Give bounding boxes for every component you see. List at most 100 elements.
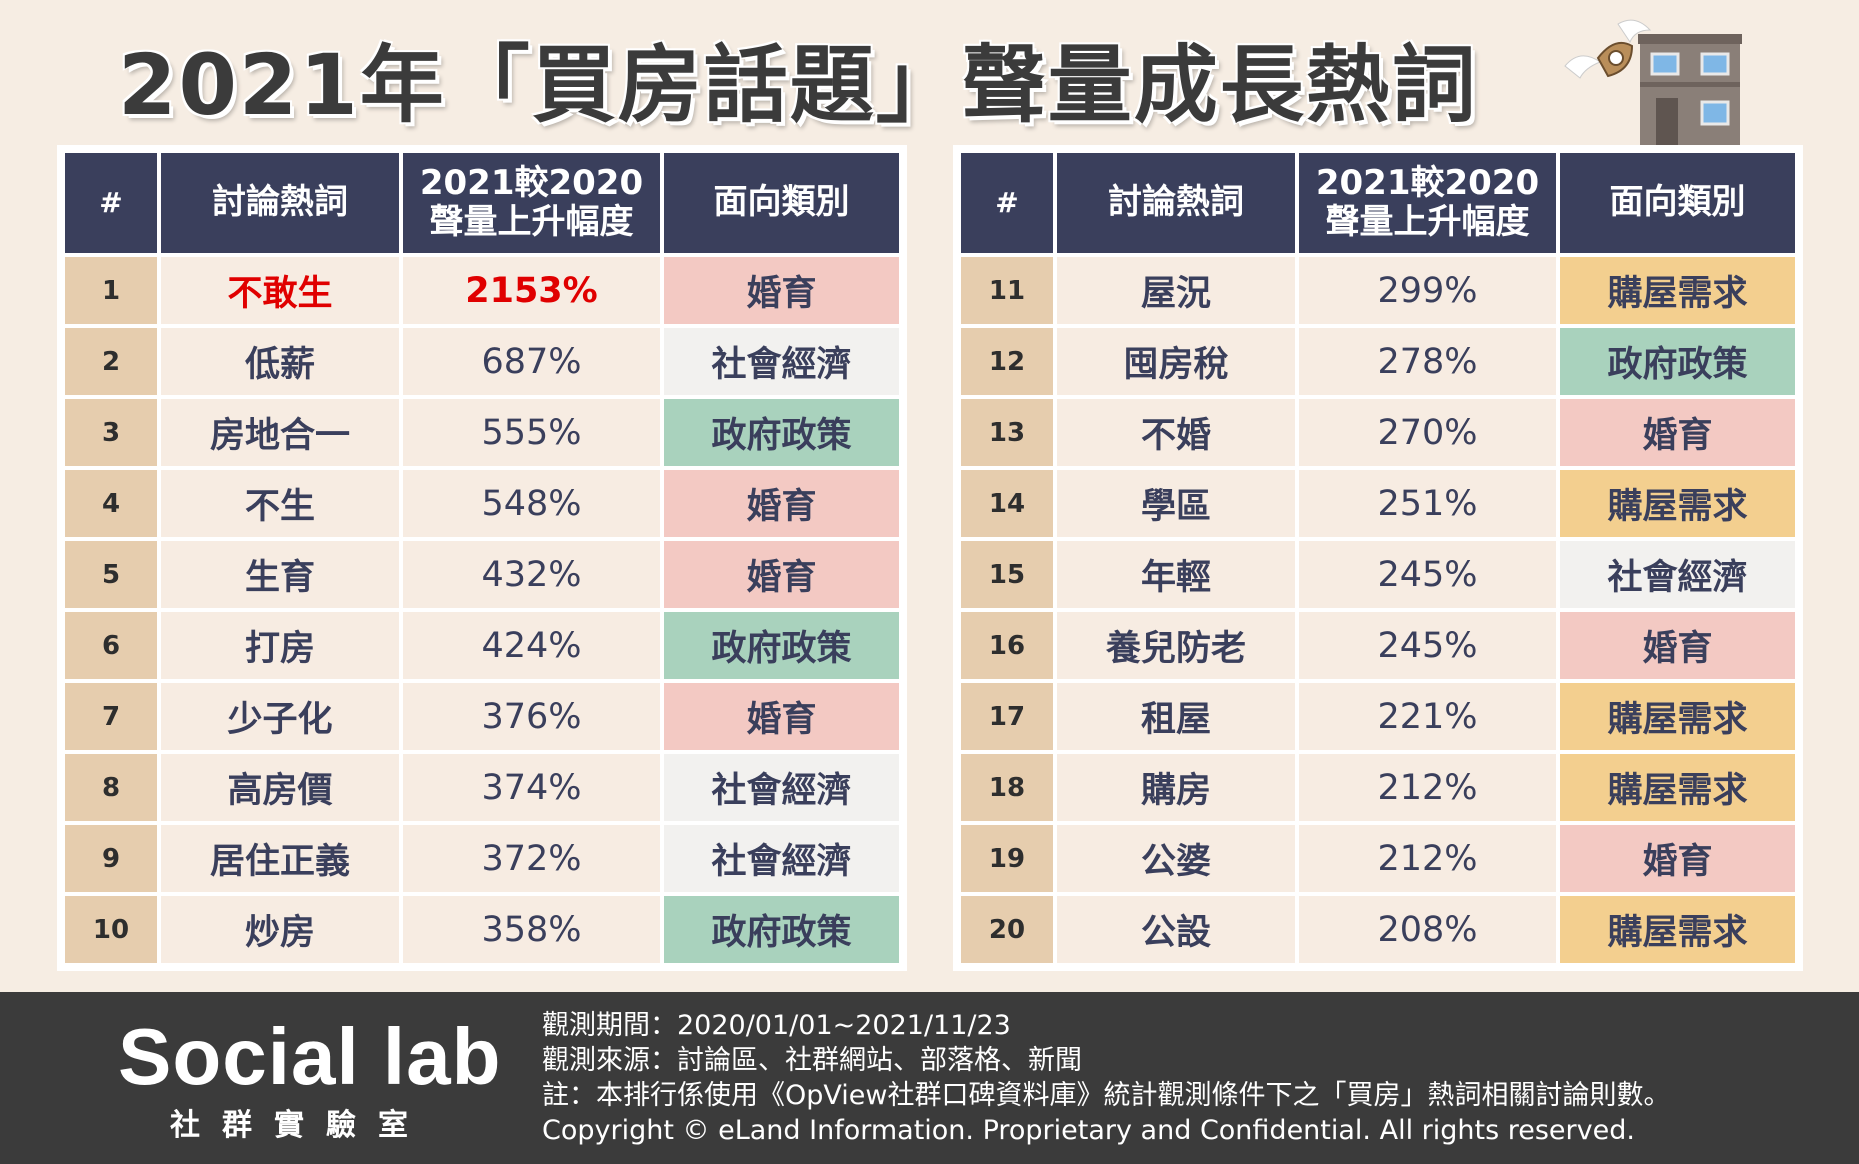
table-row: 18 購房 212% 購屋需求 [961, 754, 1795, 821]
category-cell: 購屋需求 [1560, 896, 1795, 963]
rank-cell: 2 [65, 328, 157, 395]
table-row: 10 炒房 358% 政府政策 [65, 896, 899, 963]
logo-text: Social lab [118, 1012, 502, 1101]
page-title: 2021年「買房話題」聲量成長熱詞 [118, 36, 1478, 134]
growth-cell: 372% [403, 825, 660, 892]
flying-house-money-icon [1564, 19, 1652, 79]
rank-cell: 9 [65, 825, 157, 892]
rank-cell: 16 [961, 612, 1053, 679]
keyword-cell: 租屋 [1057, 683, 1295, 750]
table-row: 9 居住正義 372% 社會經濟 [65, 825, 899, 892]
header-pct: 2021較2020 聲量上升幅度 [403, 153, 660, 253]
keyword-cell: 年輕 [1057, 541, 1295, 608]
rank-cell: 10 [65, 896, 157, 963]
keyword-cell: 囤房稅 [1057, 328, 1295, 395]
footer: Social lab 社群實驗室 觀測期間：2020/01/01~2021/11… [0, 992, 1859, 1164]
table-row: 14 學區 251% 購屋需求 [961, 470, 1795, 537]
header-category: 面向類別 [1560, 153, 1795, 253]
growth-cell: 374% [403, 754, 660, 821]
category-cell: 婚育 [1560, 399, 1795, 466]
keyword-cell: 房地合一 [161, 399, 399, 466]
category-cell: 購屋需求 [1560, 470, 1795, 537]
keyword-cell: 低薪 [161, 328, 399, 395]
header-category: 面向類別 [664, 153, 899, 253]
growth-cell: 687% [403, 328, 660, 395]
rank-cell: 14 [961, 470, 1053, 537]
observation-source: 觀測來源：討論區、社群網站、部落格、新聞 [542, 1045, 1082, 1076]
table-row: 13 不婚 270% 婚育 [961, 399, 1795, 466]
keyword-cell: 炒房 [161, 896, 399, 963]
ranking-table-left: # 討論熱詞 2021較2020 聲量上升幅度 面向類別 1 不敢生 2153% 婚育 2… [57, 145, 907, 971]
keyword-cell: 居住正義 [161, 825, 399, 892]
logo-subtitle: 社群實驗室 [170, 1109, 430, 1142]
growth-cell: 245% [1299, 541, 1556, 608]
table-row: 5 生育 432% 婚育 [65, 541, 899, 608]
keyword-cell: 生育 [161, 541, 399, 608]
keyword-cell: 少子化 [161, 683, 399, 750]
keyword-cell: 學區 [1057, 470, 1295, 537]
rank-cell: 3 [65, 399, 157, 466]
table-row: 7 少子化 376% 婚育 [65, 683, 899, 750]
growth-cell: 358% [403, 896, 660, 963]
growth-cell: 2153% [403, 257, 660, 324]
table-row: 2 低薪 687% 社會經濟 [65, 328, 899, 395]
category-cell: 購屋需求 [1560, 257, 1795, 324]
header-word: 討論熱詞 [161, 153, 399, 253]
category-cell: 政府政策 [1560, 328, 1795, 395]
keyword-cell: 公設 [1057, 896, 1295, 963]
table-row: 1 不敢生 2153% 婚育 [65, 257, 899, 324]
rank-cell: 11 [961, 257, 1053, 324]
table-row: 17 租屋 221% 購屋需求 [961, 683, 1795, 750]
sociallab-logo: Social lab 社群實驗室 [118, 1012, 501, 1144]
growth-cell: 212% [1299, 754, 1556, 821]
keyword-cell: 不生 [161, 470, 399, 537]
header-word: 討論熱詞 [1057, 153, 1295, 253]
table-row: 16 養兒防老 245% 婚育 [961, 612, 1795, 679]
growth-cell: 432% [403, 541, 660, 608]
category-cell: 社會經濟 [664, 328, 899, 395]
keyword-cell: 不敢生 [161, 257, 399, 324]
rank-cell: 15 [961, 541, 1053, 608]
rank-cell: 4 [65, 470, 157, 537]
table-row: 6 打房 424% 政府政策 [65, 612, 899, 679]
keyword-cell: 公婆 [1057, 825, 1295, 892]
keyword-cell: 不婚 [1057, 399, 1295, 466]
rank-cell: 1 [65, 257, 157, 324]
table-row: 12 囤房稅 278% 政府政策 [961, 328, 1795, 395]
category-cell: 婚育 [664, 541, 899, 608]
table-row: 20 公設 208% 購屋需求 [961, 896, 1795, 963]
rank-cell: 6 [65, 612, 157, 679]
header-pct: 2021較2020 聲量上升幅度 [1299, 153, 1556, 253]
rank-cell: 8 [65, 754, 157, 821]
growth-cell: 376% [403, 683, 660, 750]
category-cell: 購屋需求 [1560, 683, 1795, 750]
table-row: 19 公婆 212% 婚育 [961, 825, 1795, 892]
header-rank: # [65, 153, 157, 253]
category-cell: 政府政策 [664, 896, 899, 963]
category-cell: 婚育 [664, 683, 899, 750]
methodology-note: 註：本排行係使用《OpView社群口碑資料庫》統計觀測條件下之「買房」熱詞相關討… [542, 1080, 1671, 1111]
growth-cell: 245% [1299, 612, 1556, 679]
table-row: 11 屋況 299% 購屋需求 [961, 257, 1795, 324]
table-row: 4 不生 548% 婚育 [65, 470, 899, 537]
growth-cell: 270% [1299, 399, 1556, 466]
rank-cell: 17 [961, 683, 1053, 750]
category-cell: 婚育 [664, 470, 899, 537]
growth-cell: 251% [1299, 470, 1556, 537]
rank-cell: 19 [961, 825, 1053, 892]
category-cell: 社會經濟 [664, 754, 899, 821]
growth-cell: 212% [1299, 825, 1556, 892]
growth-cell: 208% [1299, 896, 1556, 963]
category-cell: 購屋需求 [1560, 754, 1795, 821]
growth-cell: 221% [1299, 683, 1556, 750]
apartment-building-icon [1564, 19, 1742, 148]
rank-cell: 5 [65, 541, 157, 608]
keyword-cell: 屋況 [1057, 257, 1295, 324]
growth-cell: 424% [403, 612, 660, 679]
rank-cell: 7 [65, 683, 157, 750]
category-cell: 婚育 [1560, 825, 1795, 892]
category-cell: 政府政策 [664, 399, 899, 466]
keyword-cell: 高房價 [161, 754, 399, 821]
ranking-table-right: # 討論熱詞 2021較2020 聲量上升幅度 面向類別 11 屋況 299% 購屋需求… [953, 145, 1803, 971]
table-row: 8 高房價 374% 社會經濟 [65, 754, 899, 821]
